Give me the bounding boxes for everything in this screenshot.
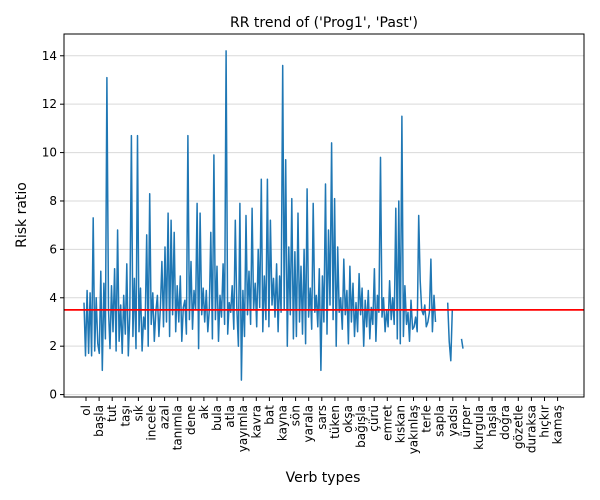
x-tick-label-6: azal [158, 405, 172, 429]
x-tick-label-12: yayımla [236, 405, 250, 452]
x-tick-label-15: kayna [276, 405, 290, 441]
x-tick-label-29: ürper [459, 405, 473, 438]
x-tick-label-27: sapla [433, 405, 447, 437]
x-tick-label-1: başla [92, 405, 106, 437]
x-tick-label-10: bula [210, 405, 224, 431]
x-axis-label: Verb types [286, 470, 361, 486]
y-tick-label-1: 2 [49, 339, 57, 353]
x-tick-label-25: yakınlaş [407, 405, 421, 454]
x-tick-label-34: duraksa [524, 405, 538, 453]
x-tick-label-18: sars [315, 405, 329, 430]
x-tick-label-28: yadsı [446, 405, 460, 437]
y-tick-label-6: 12 [42, 97, 57, 111]
y-tick-label-7: 14 [42, 49, 57, 63]
series-line-segment-2 [460, 338, 464, 349]
x-tick-label-2: tut [105, 405, 119, 422]
x-tick-label-19: tüken [328, 405, 342, 439]
x-tick-label-16: sön [289, 405, 303, 426]
y-tick-label-0: 0 [49, 388, 57, 402]
series-line-segment-1 [446, 302, 454, 362]
x-tick-label-32: doğra [498, 405, 512, 440]
x-tick-label-9: ak [197, 405, 211, 419]
x-tick-label-35: hıçkır [538, 405, 552, 438]
x-tick-label-24: kıskan [393, 405, 407, 443]
y-axis-label: Risk ratio [14, 182, 30, 248]
x-tick-label-21: bağışla [354, 405, 368, 448]
x-tick-label-7: tanımla [171, 405, 185, 450]
y-tick-label-2: 4 [49, 291, 57, 305]
x-tick-label-22: çürü [367, 405, 381, 432]
x-tick-label-13: kavra [249, 405, 263, 438]
x-tick-label-23: emret [380, 405, 394, 441]
x-tick-label-5: incele [145, 405, 159, 441]
x-tick-label-20: okşa [341, 405, 355, 433]
plot-frame [63, 33, 585, 398]
x-tick-label-31: haşla [485, 405, 499, 437]
y-tick-label-4: 8 [49, 194, 57, 208]
x-tick-label-11: atla [223, 405, 237, 428]
x-tick-label-4: sık [131, 405, 145, 422]
y-tick-label-3: 6 [49, 242, 57, 256]
x-tick-label-30: kurgula [472, 405, 486, 450]
chart-title: RR trend of ('Prog1', 'Past') [230, 15, 418, 31]
x-tick-label-33: gözetle [511, 405, 525, 449]
x-tick-label-14: bat [262, 405, 276, 425]
x-tick-label-26: terle [420, 405, 434, 433]
x-tick-label-8: dene [184, 405, 198, 435]
x-tick-label-17: yarala [302, 405, 316, 442]
x-tick-label-36: kamaş [551, 405, 565, 444]
y-tick-label-5: 10 [42, 146, 57, 160]
y-axis-ticks: 0 2 4 6 8 10 12 14 [42, 49, 64, 402]
x-tick-label-3: taşı [118, 405, 132, 427]
x-axis-ticks: ol başla tut taşı sık incele azal tanımla dene ak… [79, 397, 565, 454]
x-tick-label-0: ol [79, 405, 93, 416]
